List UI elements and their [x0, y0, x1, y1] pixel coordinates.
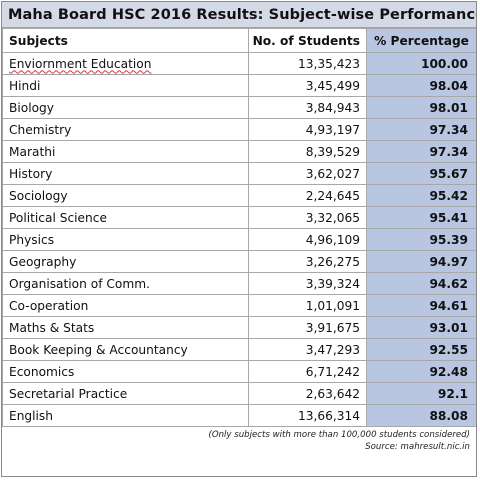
footnotes: (Only subjects with more than 100,000 st… [2, 427, 476, 453]
table-row: Enviornment Education 13,35,423 100.00 [2, 52, 476, 75]
table-row: Maths & Stats 3,91,675 93.01 [2, 316, 476, 339]
cell-subject: Physics [2, 228, 249, 251]
cell-subject: Political Science [2, 206, 249, 229]
cell-subject: Organisation of Comm. [2, 272, 249, 295]
cell-percentage: 95.39 [366, 228, 476, 251]
table-row: Sociology 2,24,645 95.42 [2, 184, 476, 207]
cell-students: 6,71,242 [248, 360, 367, 383]
cell-students: 1,01,091 [248, 294, 367, 317]
cell-subject: Chemistry [2, 118, 249, 141]
cell-subject: Economics [2, 360, 249, 383]
column-header-students: No. of Students [248, 28, 367, 53]
header-row: Subjects No. of Students % Percentage [2, 28, 476, 53]
cell-subject: Hindi [2, 74, 249, 97]
table-title: Maha Board HSC 2016 Results: Subject-wis… [8, 6, 477, 23]
cell-percentage: 97.34 [366, 140, 476, 163]
cell-students: 3,91,675 [248, 316, 367, 339]
cell-subject: History [2, 162, 249, 185]
table-row: Chemistry 4,93,197 97.34 [2, 118, 476, 141]
results-table: Subjects No. of Students % Percentage En… [2, 28, 476, 427]
cell-students: 2,63,642 [248, 382, 367, 405]
table-row: Co-operation 1,01,091 94.61 [2, 294, 476, 317]
cell-percentage: 94.61 [366, 294, 476, 317]
cell-students: 13,66,314 [248, 404, 367, 427]
cell-subject: Geography [2, 250, 249, 273]
column-header-subjects: Subjects [2, 28, 249, 53]
cell-percentage: 92.1 [366, 382, 476, 405]
table-row: Book Keeping & Accountancy 3,47,293 92.55 [2, 338, 476, 361]
table-row: Marathi 8,39,529 97.34 [2, 140, 476, 163]
table-row: Hindi 3,45,499 98.04 [2, 74, 476, 97]
cell-percentage: 88.08 [366, 404, 476, 427]
cell-students: 3,62,027 [248, 162, 367, 185]
cell-students: 3,39,324 [248, 272, 367, 295]
cell-percentage: 98.04 [366, 74, 476, 97]
cell-percentage: 94.62 [366, 272, 476, 295]
table-row: History 3,62,027 95.67 [2, 162, 476, 185]
table-row: Organisation of Comm. 3,39,324 94.62 [2, 272, 476, 295]
cell-students: 4,93,197 [248, 118, 367, 141]
table-row: Secretarial Practice 2,63,642 92.1 [2, 382, 476, 405]
cell-percentage: 95.41 [366, 206, 476, 229]
cell-subject: Secretarial Practice [2, 382, 249, 405]
table-row: Economics 6,71,242 92.48 [2, 360, 476, 383]
cell-subject: English [2, 404, 249, 427]
cell-students: 3,26,275 [248, 250, 367, 273]
table-row: Biology 3,84,943 98.01 [2, 96, 476, 119]
table-row: Geography 3,26,275 94.97 [2, 250, 476, 273]
table-row: English 13,66,314 88.08 [2, 404, 476, 427]
cell-students: 13,35,423 [248, 52, 367, 75]
cell-students: 4,96,109 [248, 228, 367, 251]
column-header-percentage: % Percentage [366, 28, 476, 53]
cell-subject: Book Keeping & Accountancy [2, 338, 249, 361]
cell-students: 2,24,645 [248, 184, 367, 207]
cell-subject: Co-operation [2, 294, 249, 317]
cell-percentage: 95.42 [366, 184, 476, 207]
cell-percentage: 95.67 [366, 162, 476, 185]
title-bar: Maha Board HSC 2016 Results: Subject-wis… [2, 2, 476, 28]
cell-subject: Maths & Stats [2, 316, 249, 339]
cell-subject: Marathi [2, 140, 249, 163]
cell-percentage: 94.97 [366, 250, 476, 273]
cell-students: 3,47,293 [248, 338, 367, 361]
cell-students: 3,32,065 [248, 206, 367, 229]
cell-subject: Biology [2, 96, 249, 119]
cell-percentage: 98.01 [366, 96, 476, 119]
cell-subject: Enviornment Education [2, 52, 249, 75]
cell-percentage: 93.01 [366, 316, 476, 339]
table-body: Enviornment Education 13,35,423 100.00 Hind… [2, 52, 476, 427]
cell-percentage: 92.55 [366, 338, 476, 361]
footnote-source: Source: mahresult.nic.in [365, 442, 470, 452]
cell-students: 3,84,943 [248, 96, 367, 119]
cell-subject: Sociology [2, 184, 249, 207]
table-row: Political Science 3,32,065 95.41 [2, 206, 476, 229]
footnote-criteria: (Only subjects with more than 100,000 st… [208, 430, 470, 440]
cell-percentage: 92.48 [366, 360, 476, 383]
table-row: Physics 4,96,109 95.39 [2, 228, 476, 251]
cell-percentage: 97.34 [366, 118, 476, 141]
cell-students: 3,45,499 [248, 74, 367, 97]
cell-percentage: 100.00 [366, 52, 476, 75]
cell-students: 8,39,529 [248, 140, 367, 163]
